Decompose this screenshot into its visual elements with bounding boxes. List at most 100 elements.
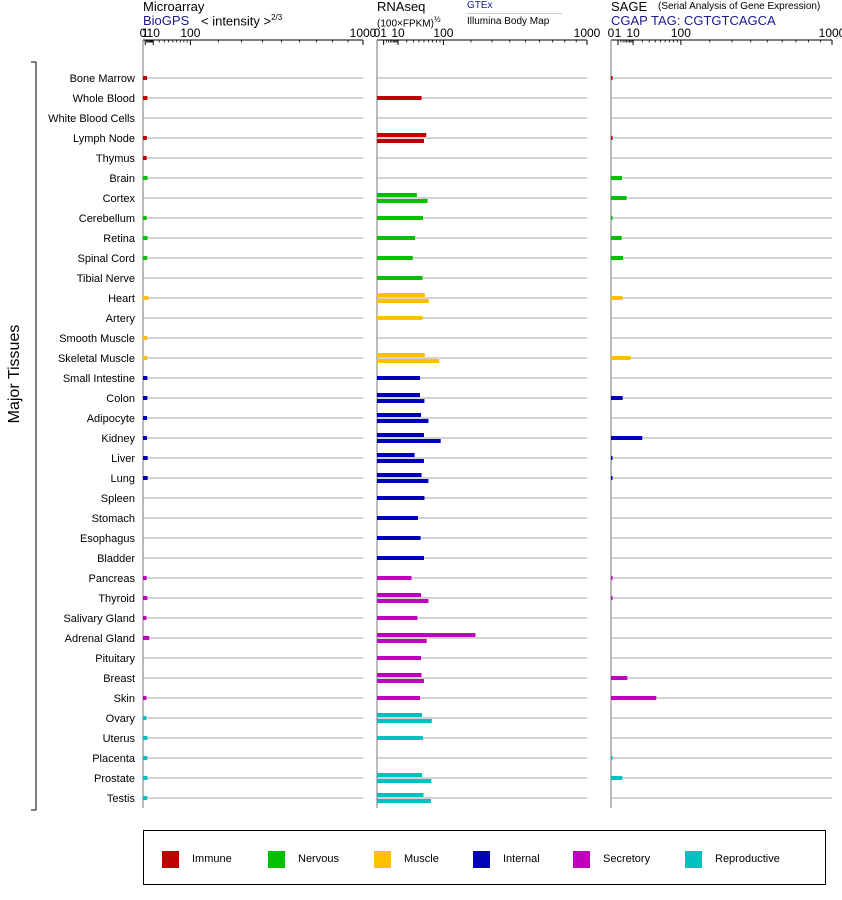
bar-microarray-bone-marrow [143,76,148,80]
x-tick-label: 1 [380,26,387,40]
bar-sage-heart [611,296,623,300]
illumina-label: Illumina Body Map [467,16,550,27]
bar-sage-colon [611,396,623,400]
cgap-tag-link[interactable]: CGAP TAG: CGTGTCAGCA [611,13,776,28]
bar-microarray-testis [143,796,148,800]
x-tick-label: 100 [433,26,453,40]
bar-rnaseq-kidney [377,439,441,443]
x-tick-label: 0 [374,26,381,40]
y-axis-bracket [31,61,37,811]
x-tick-label: 1 [142,26,149,40]
tissue-label-thymus: Thymus [96,153,136,165]
bar-rnaseq-whole-blood [377,96,422,100]
bar-rnaseq-bladder [377,556,424,560]
bar-rnaseq-adipocyte [377,419,429,423]
tissue-label-pancreas: Pancreas [89,573,136,585]
rnaseq-subtitle-wrap: (100×FPKM)½ [377,15,441,29]
bar-rnaseq-thyroid [377,593,422,597]
bar-rnaseq-stomach [377,516,418,520]
microarray-subtitle: < intensity > [201,13,272,29]
bar-microarray-spinal-cord [143,256,148,260]
gtex-link[interactable]: GTEx [467,0,493,11]
y-axis-title: Major Tissues [6,325,23,424]
bar-rnaseq-lymph-node [377,139,424,143]
bar-microarray-retina [143,236,148,240]
x-tick-label: 1000 [819,26,842,40]
bar-microarray-lung [143,476,148,480]
tissue-label-placenta: Placenta [92,753,136,765]
rnaseq-title: RNAseq [377,0,426,14]
bar-rnaseq-lung [377,479,429,483]
bar-microarray-placenta [143,756,148,760]
legend-item-muscle: Muscle [374,850,439,868]
bar-rnaseq-skin [377,696,421,700]
tissue-label-pituitary: Pituitary [95,653,135,665]
bar-rnaseq-colon [377,393,421,397]
legend-label-immune: Immune [192,853,232,865]
legend-label-internal: Internal [503,853,540,865]
tissue-label-brain: Brain [109,173,135,185]
legend-label-reproductive: Reproductive [715,853,780,865]
bar-rnaseq-ovary [377,713,423,717]
bar-sage-thyroid [611,596,613,600]
bar-microarray-kidney [143,436,147,440]
bar-rnaseq-breast [377,679,424,683]
bar-rnaseq-cerebellum [377,216,424,220]
bar-rnaseq-artery [377,316,423,320]
bar-microarray-salivary-gland [143,616,147,620]
legend-swatch-muscle [374,850,391,868]
legend-swatch-immune [162,850,179,868]
bar-microarray-ovary [143,716,147,720]
microarray-subtitle-wrap: < intensity >2/3 [201,13,282,28]
bar-rnaseq-retina [377,236,416,240]
bar-rnaseq-thyroid [377,599,429,603]
bar-rnaseq-prostate [377,773,423,777]
bar-sage-retina [611,236,622,240]
panel-sage: 01 10 100 1000 [608,26,842,808]
bar-microarray-skeletal-muscle [143,356,148,360]
bar-rnaseq-skeletal-muscle [377,359,440,363]
bar-sage-pancreas [611,576,613,580]
legend-item-secretory: Secretory [573,850,650,868]
bar-microarray-prostate [143,776,148,780]
bar-rnaseq-testis [377,799,431,803]
x-tick-label: 0 [608,26,615,40]
bar-rnaseq-breast [377,673,422,677]
gtex-divider [467,13,562,14]
bar-rnaseq-adrenal-gland [377,633,476,637]
legend-swatch-nervous [268,850,285,868]
biogps-link[interactable]: BioGPS [143,13,190,28]
tissue-label-testis: Testis [107,793,136,805]
bar-rnaseq-adipocyte [377,413,422,417]
tissue-label-skeletal-muscle: Skeletal Muscle [58,353,135,365]
bar-sage-prostate [611,776,623,780]
bar-rnaseq-liver [377,459,424,463]
panels: 011010010000110100100001101001000 [140,26,842,808]
bar-rnaseq-heart [377,299,429,303]
bar-rnaseq-lung [377,473,422,477]
tissue-label-adrenal-gland: Adrenal Gland [65,633,135,645]
legend-item-internal: Internal [473,850,540,868]
x-tick-label: 1000 [350,26,377,40]
tissue-label-white-blood-cells: White Blood Cells [48,113,135,125]
sage-title: SAGE [611,0,648,14]
legend-swatch-reproductive [685,850,702,868]
bar-rnaseq-adrenal-gland [377,639,427,643]
tissue-label-cerebellum: Cerebellum [79,213,135,225]
tissue-label-skin: Skin [114,693,135,705]
tissue-label-artery: Artery [106,313,136,325]
tissue-label-lung: Lung [111,473,135,485]
bar-microarray-heart [143,296,149,300]
tissue-label-cortex: Cortex [103,193,136,205]
legend-item-immune: Immune [162,850,232,868]
bar-microarray-liver [143,456,148,460]
bar-rnaseq-testis [377,793,424,797]
x-tick-label: 10 [626,26,640,40]
tissue-label-spleen: Spleen [101,493,135,505]
bar-sage-bone-marrow [611,76,613,80]
bar-rnaseq-colon [377,399,425,403]
bar-rnaseq-cortex [377,199,428,203]
bar-microarray-lymph-node [143,136,147,140]
bar-microarray-adipocyte [143,416,148,420]
rnaseq-subtitle-exp: ½ [433,15,441,24]
